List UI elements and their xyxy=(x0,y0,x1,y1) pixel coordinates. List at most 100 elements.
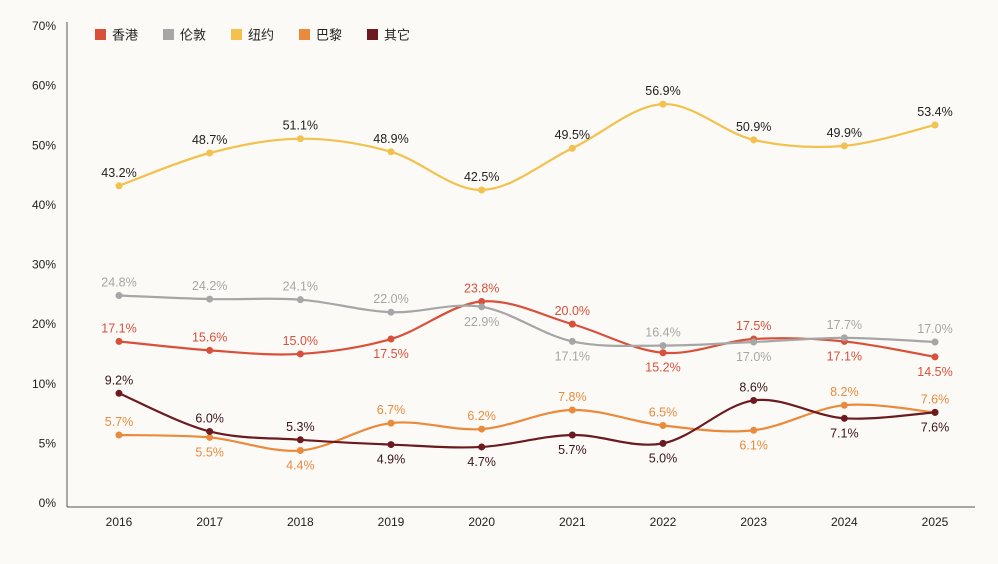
data-point xyxy=(659,100,667,108)
y-tick-label: 50% xyxy=(32,138,56,152)
x-tick-label: 2021 xyxy=(559,515,586,529)
data-label: 23.8% xyxy=(464,281,499,295)
y-tick-label: 0% xyxy=(39,496,57,510)
data-point xyxy=(840,401,848,409)
data-label: 6.5% xyxy=(649,405,678,419)
data-label: 6.1% xyxy=(739,438,768,452)
data-label: 17.0% xyxy=(736,350,771,364)
data-label: 50.9% xyxy=(736,120,771,134)
legend-label: 香港 xyxy=(112,28,138,43)
y-tick-label: 10% xyxy=(32,377,56,391)
data-label: 8.2% xyxy=(830,385,859,399)
x-tick-label: 2018 xyxy=(287,515,314,529)
data-label: 4.7% xyxy=(467,455,496,469)
data-label: 48.9% xyxy=(373,132,408,146)
data-point xyxy=(931,353,939,361)
y-tick-label: 5% xyxy=(39,436,57,450)
x-tick-label: 2019 xyxy=(378,515,405,529)
data-label: 17.0% xyxy=(917,322,952,336)
legend-swatch xyxy=(367,29,378,40)
data-labels: 17.1% 15.6% 15.0% 17.5% 23.8% 20.0% 15.2% 17.5%… xyxy=(101,84,952,472)
legend-swatch xyxy=(95,29,106,40)
series-line-2 xyxy=(118,103,936,192)
x-tick-label: 2020 xyxy=(468,515,495,529)
data-label: 43.2% xyxy=(101,166,136,180)
data-point xyxy=(478,443,486,451)
data-label: 5.7% xyxy=(105,415,134,429)
legend-swatch xyxy=(231,29,242,40)
data-label: 7.6% xyxy=(921,420,950,434)
legend-label: 巴黎 xyxy=(316,28,342,43)
data-label: 15.2% xyxy=(645,361,680,375)
data-point xyxy=(387,148,395,156)
legend-label: 纽约 xyxy=(248,28,274,43)
data-label: 49.9% xyxy=(827,126,862,140)
data-point xyxy=(387,419,395,427)
data-point xyxy=(568,337,576,345)
data-label: 20.0% xyxy=(555,304,590,318)
data-label: 22.0% xyxy=(373,292,408,306)
series-line-1 xyxy=(118,294,936,348)
data-label: 49.5% xyxy=(555,128,590,142)
data-point xyxy=(659,421,667,429)
legend-label: 其它 xyxy=(384,28,410,43)
legend-swatch xyxy=(299,29,310,40)
x-tick-label: 2016 xyxy=(106,515,133,529)
data-point xyxy=(568,320,576,328)
data-label: 14.5% xyxy=(917,365,952,379)
data-point xyxy=(931,121,939,129)
data-point xyxy=(568,144,576,152)
data-label: 48.7% xyxy=(192,133,227,147)
data-label: 17.5% xyxy=(736,319,771,333)
legend-label: 伦敦 xyxy=(180,28,206,43)
data-label: 4.9% xyxy=(377,453,406,467)
data-point xyxy=(296,447,304,455)
data-point xyxy=(296,436,304,444)
data-point xyxy=(750,426,758,434)
legend: 香港 伦敦 纽约 巴黎 其它 xyxy=(95,28,410,43)
series-line-0 xyxy=(118,300,936,359)
data-point xyxy=(750,396,758,404)
data-label: 6.0% xyxy=(195,411,224,425)
x-tick-label: 2024 xyxy=(831,515,858,529)
data-label: 5.3% xyxy=(286,420,315,434)
data-label: 7.1% xyxy=(830,426,859,440)
data-point xyxy=(931,408,939,416)
data-label: 17.1% xyxy=(555,349,590,363)
data-label: 4.4% xyxy=(286,459,315,473)
data-label: 7.6% xyxy=(921,392,950,406)
data-point xyxy=(206,149,214,157)
data-point xyxy=(115,431,123,439)
data-point xyxy=(387,441,395,449)
y-tick-label: 60% xyxy=(32,79,56,93)
data-point xyxy=(840,334,848,342)
data-point xyxy=(478,186,486,194)
data-point xyxy=(659,439,667,447)
x-tick-label: 2017 xyxy=(196,515,223,529)
data-point xyxy=(206,433,214,441)
data-label: 15.6% xyxy=(192,330,227,344)
data-point xyxy=(206,427,214,435)
data-point xyxy=(296,350,304,358)
data-label: 8.6% xyxy=(739,380,768,394)
data-point xyxy=(840,142,848,150)
data-point xyxy=(750,136,758,144)
data-label: 24.8% xyxy=(101,276,136,290)
data-point xyxy=(115,292,123,300)
data-label: 42.5% xyxy=(464,170,499,184)
data-label: 7.8% xyxy=(558,390,587,404)
data-label: 5.7% xyxy=(558,443,587,457)
data-label: 22.9% xyxy=(464,315,499,329)
series-lines xyxy=(115,100,939,455)
data-point xyxy=(115,337,123,345)
data-label: 51.1% xyxy=(283,119,318,133)
data-point xyxy=(478,425,486,433)
y-tick-label: 70% xyxy=(32,19,56,33)
series-line-3 xyxy=(118,403,936,452)
data-point xyxy=(478,303,486,311)
data-label: 24.1% xyxy=(283,280,318,294)
data-point xyxy=(659,349,667,357)
data-point xyxy=(568,431,576,439)
legend-swatch xyxy=(163,29,174,40)
